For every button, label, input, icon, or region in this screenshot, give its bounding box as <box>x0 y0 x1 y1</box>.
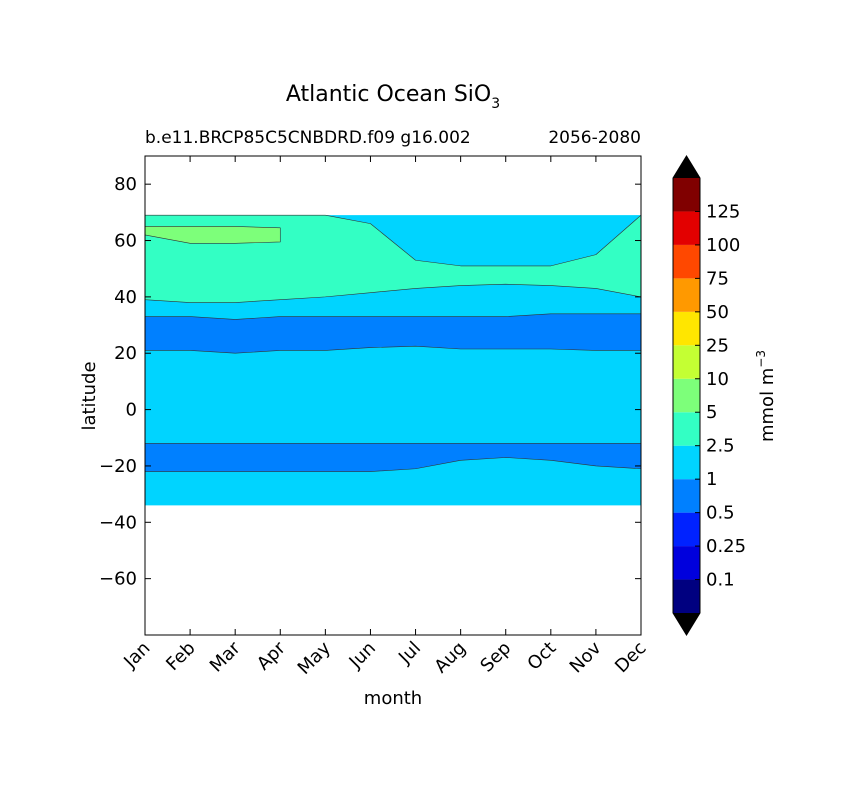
colorbar-tick-label: 1 <box>706 469 717 490</box>
colorbar: 0.1 0.25 0.5 1 2.5 5 10 25 50 75 100 125 <box>672 155 746 636</box>
x-axis-label: month <box>364 688 422 709</box>
plot-frame <box>144 155 642 636</box>
colorbar-segment <box>673 546 700 580</box>
title-subscript: 3 <box>491 96 500 112</box>
colorbar-tick-label: 10 <box>706 369 729 390</box>
x-tick-label: May <box>294 637 335 678</box>
contour-region-3 <box>144 226 281 244</box>
chart-subtitle-right: 2056-2080 <box>548 128 641 148</box>
x-tick-label: Nov <box>566 637 606 677</box>
colorbar-outline <box>672 155 701 636</box>
x-tick-label: Jul <box>394 638 425 669</box>
colorbar-tick-label: 0.5 <box>706 503 735 524</box>
x-tick-label: Aug <box>430 638 470 678</box>
colorbar-tick-label: 100 <box>706 235 740 256</box>
x-tick-label: Feb <box>162 638 199 675</box>
colorbar-segment <box>673 412 700 446</box>
chart-subtitle-left: b.e11.BRCP85C5CNBDRD.f09 g16.002 <box>145 128 471 148</box>
colorbar-segment <box>673 244 700 279</box>
colorbar-extend-low <box>673 613 700 635</box>
x-tick-label: Dec <box>611 638 650 677</box>
colorbar-segment <box>673 479 700 513</box>
y-tick-label: −60 <box>99 569 137 590</box>
colorbar-extend-high <box>673 156 700 178</box>
x-tick-label: Oct <box>523 638 560 675</box>
x-tick-label: Jun <box>345 638 380 673</box>
colorbar-tick-label: 25 <box>706 335 729 356</box>
colorbar-label-exponent: −3 <box>754 350 768 368</box>
colorbar-segment <box>673 211 700 245</box>
colorbar-tick-label: 125 <box>706 201 740 222</box>
colorbar-segment <box>673 345 700 379</box>
x-tick-label: Sep <box>476 638 515 677</box>
x-tick-label: Mar <box>206 637 245 676</box>
colorbar-tick-label: 0.1 <box>706 570 735 591</box>
colorbar-label: mmol m−3 <box>754 350 778 442</box>
y-axis: −60 −40 −20 0 20 40 60 80 <box>99 174 641 590</box>
colorbar-tick-label: 5 <box>706 402 717 423</box>
y-tick-label: 60 <box>114 231 137 252</box>
chart-title: Atlantic Ocean SiO3 <box>286 82 500 112</box>
plot-area <box>144 214 642 506</box>
colorbar-tick-label: 50 <box>706 302 729 323</box>
x-tick-label: Jan <box>119 638 154 673</box>
colorbar-segment <box>673 378 700 413</box>
colorbar-segment <box>673 579 700 613</box>
colorbar-tick-label: 75 <box>706 268 729 289</box>
colorbar-segment <box>673 178 700 212</box>
colorbar-tick-label: 0.25 <box>706 536 746 557</box>
y-tick-label: 40 <box>114 287 137 308</box>
colorbar-tick-label: 2.5 <box>706 436 735 457</box>
colorbar-segment <box>673 278 700 312</box>
colorbar-segment <box>673 311 700 346</box>
y-tick-label: 80 <box>114 174 137 195</box>
y-tick-label: −20 <box>99 456 137 477</box>
y-axis-label: latitude <box>79 361 100 430</box>
y-tick-label: 20 <box>114 343 137 364</box>
y-tick-label: −40 <box>99 512 137 533</box>
y-tick-label: 0 <box>126 400 137 421</box>
colorbar-segment <box>673 445 700 480</box>
colorbar-segment <box>673 512 700 547</box>
x-tick-label: Apr <box>253 637 290 674</box>
